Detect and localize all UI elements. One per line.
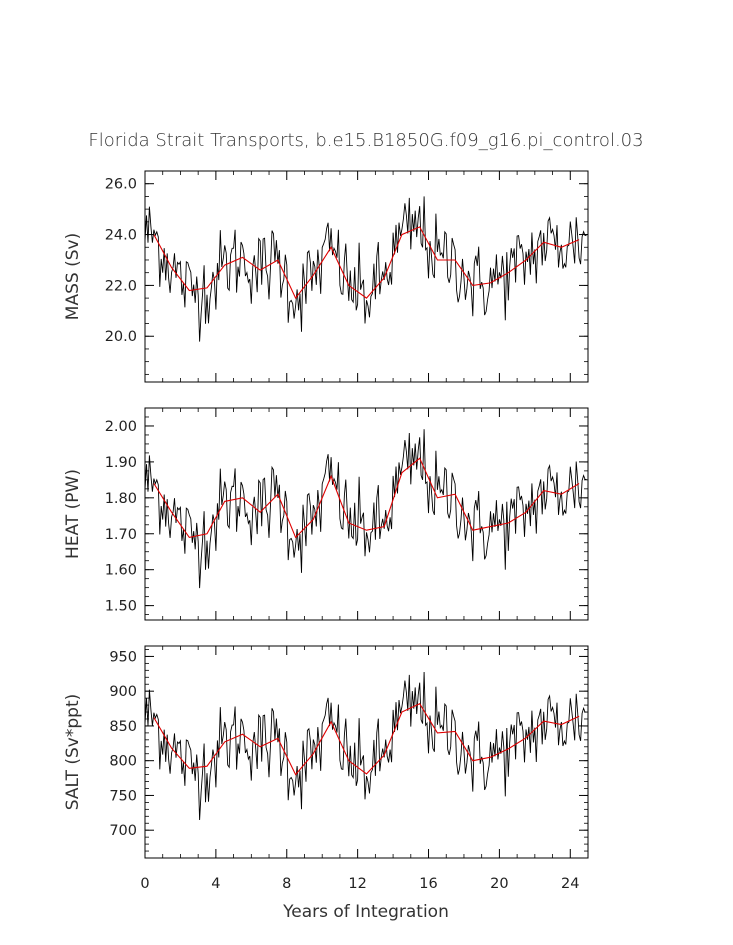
- x-tick-label: 16: [419, 876, 437, 892]
- x-tick-label: 0: [140, 876, 149, 892]
- y-tick-label: 22.0: [105, 278, 137, 294]
- y-tick-label: 700: [109, 823, 137, 839]
- raw-series-line: [145, 429, 587, 589]
- panel-0: 20.0 22.0 24.0 26.0 MASS (Sv): [63, 170, 589, 383]
- x-axis-label: Years of Integration: [282, 902, 449, 922]
- y-tick-label: 850: [109, 719, 137, 735]
- x-tick-label: 20: [490, 876, 508, 892]
- y-tick-label: 1.80: [105, 491, 137, 507]
- panel-frame: [144, 407, 589, 621]
- y-axis-label: MASS (Sv): [63, 233, 83, 320]
- y-tick-label: 800: [109, 754, 137, 770]
- y-tick-label: 1.60: [105, 563, 137, 579]
- y-tick-label: 20.0: [105, 329, 137, 345]
- y-tick-label: 1.70: [105, 527, 137, 543]
- y-tick-label: 26.0: [105, 177, 137, 193]
- panels-group: 20.0 22.0 24.0 26.0 MASS (Sv) 1.50 1.60 1.70 1.8…: [63, 170, 589, 892]
- x-tick-label: 12: [348, 876, 366, 892]
- panel-2: 700 750 800 850 900 950 SALT (Sv*ppt): [63, 645, 589, 859]
- y-tick-label: 950: [109, 649, 137, 665]
- smoothed-series-line: [153, 226, 580, 300]
- y-tick-label: 1.90: [105, 455, 137, 471]
- raw-series-line: [145, 671, 587, 821]
- y-tick-label: 900: [109, 684, 137, 700]
- y-axis-label: HEAT (PW): [63, 469, 83, 559]
- x-tick-label: 8: [282, 876, 291, 892]
- y-axis-label: SALT (Sv*ppt): [63, 694, 83, 811]
- panel-1: 1.50 1.60 1.70 1.80 1.90 2.00 HEAT (PW): [63, 407, 589, 621]
- raw-series-line: [145, 196, 587, 342]
- x-tick-label: 24: [561, 876, 579, 892]
- panel-frame: [144, 645, 589, 859]
- y-tick-label: 2.00: [105, 419, 137, 435]
- chart-title: Florida Strait Transports, b.e15.B1850G.…: [88, 130, 643, 151]
- smoothed-series-line: [153, 457, 580, 539]
- y-tick-label: 24.0: [105, 228, 137, 244]
- y-tick-label: 1.50: [105, 599, 137, 615]
- smoothed-series-line: [153, 702, 580, 776]
- panel-frame: [144, 170, 589, 383]
- x-tick-label: 4: [211, 876, 220, 892]
- y-tick-label: 750: [109, 788, 137, 804]
